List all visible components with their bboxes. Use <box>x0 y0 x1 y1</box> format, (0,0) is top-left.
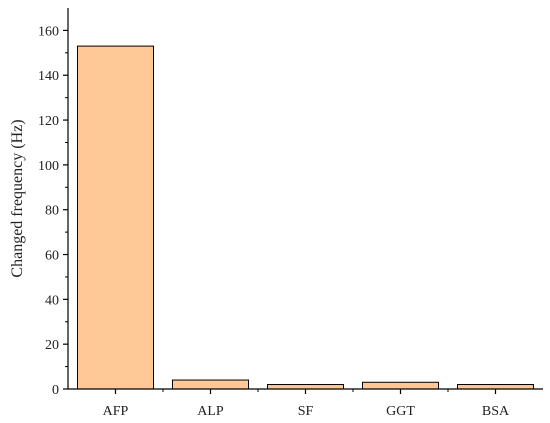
y-tick-label: 100 <box>38 159 59 174</box>
y-tick-label: 80 <box>45 204 59 219</box>
x-ticks: AFP ALP SF GGT BSA <box>103 389 510 419</box>
y-tick-label: 0 <box>52 383 59 398</box>
y-tick-label: 140 <box>38 69 59 84</box>
y-tick-label: 60 <box>45 249 59 264</box>
bars-layer <box>77 45 534 390</box>
bar-ggt <box>362 381 439 390</box>
bar-alp <box>172 379 249 390</box>
y-tick-label: 120 <box>38 114 59 129</box>
x-tick-label: SF <box>298 404 314 419</box>
y-tick-label: 40 <box>45 293 59 308</box>
x-tick-label: BSA <box>482 404 510 419</box>
y-tick-label: 160 <box>38 24 59 39</box>
bar-bsa <box>457 384 534 390</box>
x-tick-label: GGT <box>386 404 415 419</box>
x-tick-label: AFP <box>103 404 129 419</box>
x-tick-label: ALP <box>197 404 224 419</box>
bar-sf <box>267 384 344 390</box>
y-tick-label: 20 <box>45 338 59 353</box>
y-ticks: 0 20 40 60 80 100 120 140 160 <box>38 24 68 398</box>
bar-afp <box>77 45 154 390</box>
y-axis-title: Changed frequency (Hz) <box>9 119 26 277</box>
